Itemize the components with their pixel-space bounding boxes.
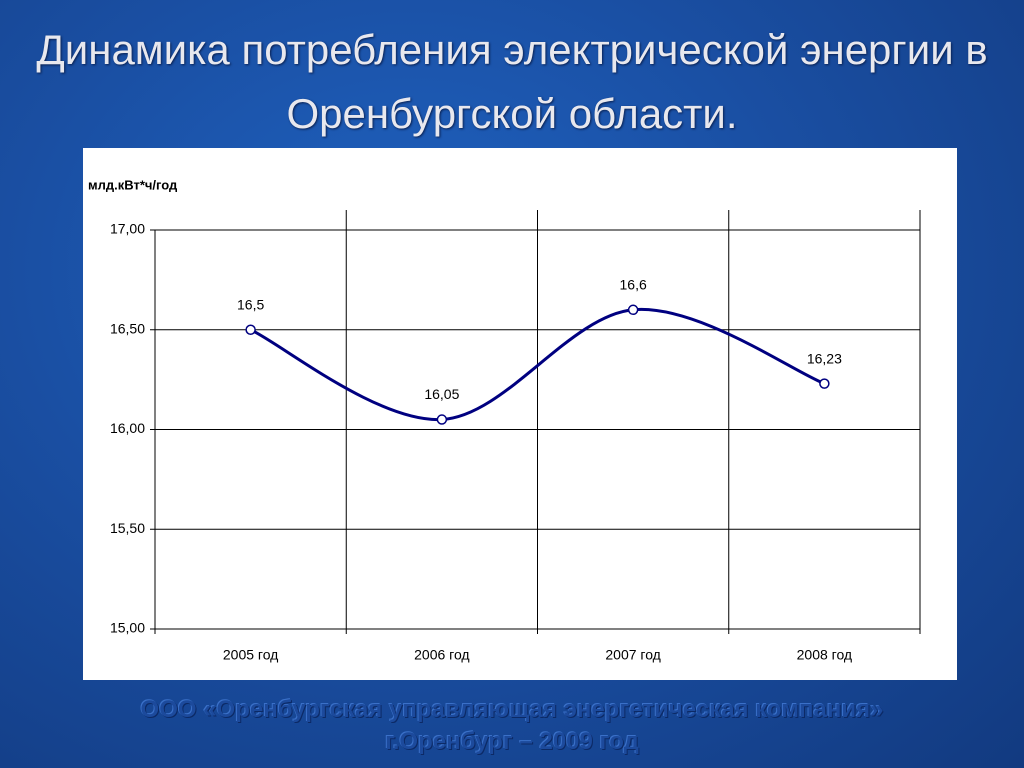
data-label: 16,6: [620, 277, 647, 293]
data-point: [819, 378, 830, 389]
data-point: [436, 414, 448, 425]
y-axis-label: млд.кВт*ч/год: [88, 177, 178, 192]
y-tick-label: 16,50: [110, 320, 145, 336]
data-point: [245, 324, 256, 335]
data-label: 16,05: [424, 386, 459, 402]
data-point: [627, 304, 639, 316]
x-tick-label: 2007 год: [605, 647, 660, 663]
footer-line: г.Оренбург – 2009 год: [385, 728, 639, 755]
slide-title: Динамика потребления электрической энерг…: [36, 26, 988, 137]
data-label: 16,5: [237, 296, 264, 312]
x-tick-label: 2008 год: [797, 647, 852, 663]
y-tick-label: 15,00: [110, 620, 145, 636]
footer-line: ООО «Оренбургская управляющая энергетиче…: [140, 696, 884, 723]
x-tick-label: 2006 год: [414, 647, 469, 663]
x-tick-label: 2005 год: [223, 647, 278, 663]
footer: ООО «Оренбургская управляющая энергетиче…: [0, 694, 1024, 758]
y-tick-label: 16,00: [110, 420, 145, 436]
data-label: 16,23: [807, 350, 842, 366]
chart-panel: [83, 148, 957, 680]
y-tick-label: 17,00: [110, 221, 145, 237]
data-line: [249, 308, 825, 422]
y-tick-label: 15,50: [110, 520, 145, 536]
